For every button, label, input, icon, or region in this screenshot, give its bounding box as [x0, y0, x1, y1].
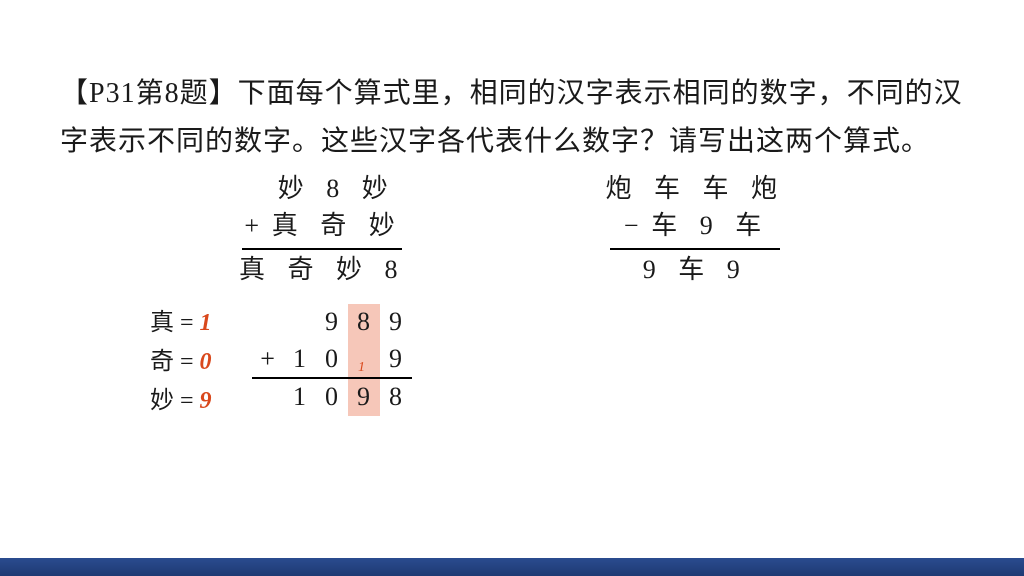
sub-row-1: 炮 车 车 炮	[606, 171, 786, 207]
add-row-1: 妙 8 妙	[239, 171, 406, 207]
add-row-2: +真 奇 妙	[239, 208, 406, 244]
num-row-1: 9 8 9	[252, 304, 412, 340]
char-assignments: 真=1 奇=0 妙=9	[150, 304, 212, 421]
assign-miao: 妙=9	[150, 382, 212, 421]
problem-prompt: 【P31第8题】下面每个算式里，相同的汉字表示相同的数字，不同的汉字表示不同的数…	[60, 70, 964, 165]
sub-rule	[610, 248, 780, 250]
footer-bar	[0, 558, 1024, 576]
addition-puzzle: 妙 8 妙 +真 奇 妙 真 奇 妙 8	[239, 171, 406, 288]
add-sum: 真 奇 妙 8	[239, 252, 406, 288]
sub-row-2: −车 9 车	[606, 208, 786, 244]
subtraction-puzzle: 炮 车 车 炮 −车 9 车 9 车 9	[606, 171, 786, 288]
num-row-2: + 1 0 1 9	[252, 341, 412, 378]
carry-cell: 1	[348, 341, 380, 378]
sub-diff: 9 车 9	[606, 252, 786, 288]
num-sum: 1 0 9 8	[252, 378, 412, 415]
assign-zhen: 真=1	[150, 304, 212, 343]
add-rule	[242, 248, 402, 250]
assign-qi: 奇=0	[150, 343, 212, 382]
problems-row: 妙 8 妙 +真 奇 妙 真 奇 妙 8 炮 车 车 炮 −车 9 车 9 车 …	[60, 171, 964, 288]
numeric-addition: 9 8 9 + 1 0 1 9 1 0 9 8	[252, 304, 412, 415]
solution-block: 真=1 奇=0 妙=9 9 8 9 + 1 0 1 9	[150, 304, 964, 421]
problem-ref: 【P31第8题】	[60, 78, 238, 109]
